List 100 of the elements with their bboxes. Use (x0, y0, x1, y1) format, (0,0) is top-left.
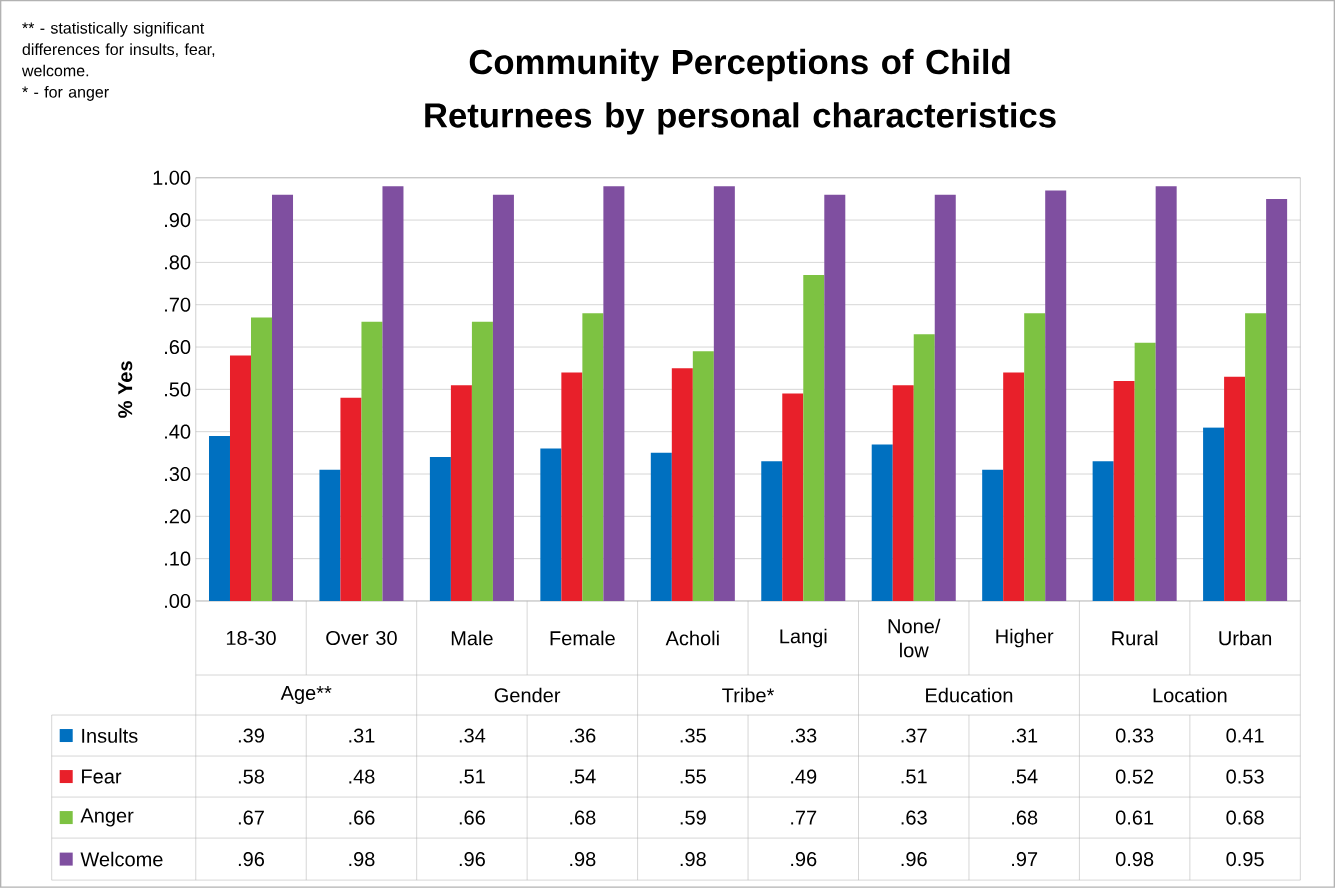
x-tick-label: Higher (996, 628, 1054, 648)
data-label: .68 (570, 810, 596, 825)
x-tick-label: Langi (780, 628, 827, 648)
bar (361, 321, 383, 602)
data-label: .54 (570, 769, 596, 784)
bar (340, 397, 362, 602)
data-label: .63 (901, 810, 927, 825)
data-label: 0.95 (1226, 852, 1264, 867)
data-label: .36 (570, 728, 596, 743)
data-label: .31 (1012, 728, 1038, 743)
bar (272, 194, 294, 602)
bar (934, 194, 956, 602)
legend-label: Fear (82, 769, 122, 784)
bar (1155, 186, 1177, 602)
data-label: .31 (349, 728, 375, 743)
data-label: .66 (349, 810, 375, 825)
data-label: .54 (1012, 769, 1038, 784)
data-label: .51 (459, 769, 485, 784)
bar (1203, 427, 1225, 602)
data-label: .68 (1012, 810, 1038, 825)
bar (1245, 313, 1267, 602)
data-label: .96 (459, 852, 485, 867)
text: * - for anger (22, 86, 109, 102)
data-label: .59 (680, 810, 706, 825)
data-label: .37 (901, 728, 927, 743)
data-label: .96 (238, 852, 265, 867)
bar (208, 436, 230, 602)
data-label: .66 (459, 810, 485, 825)
bar (1224, 376, 1246, 602)
data-label: 0.33 (1115, 728, 1154, 743)
data-label: .98 (680, 852, 706, 867)
bar (871, 444, 893, 602)
text: ** - statistically significant differences for insults, fear, welcome. (21, 22, 215, 77)
y-tick-label: .20 (165, 509, 191, 524)
bar (982, 469, 1004, 602)
data-label: 0.52 (1115, 769, 1154, 784)
data-label: .39 (238, 728, 264, 743)
legend-label: Insults (82, 728, 138, 743)
data-label: 0.53 (1226, 769, 1264, 784)
bar (650, 452, 672, 602)
data-label: .58 (238, 769, 265, 784)
text: Age** (280, 686, 332, 705)
x-tick-label: Over 30 (326, 631, 397, 646)
data-label: .97 (1012, 852, 1038, 867)
legend-label: Welcome (80, 851, 163, 867)
bar (251, 317, 273, 602)
bar (913, 334, 935, 602)
data-label: .33 (791, 728, 817, 743)
data-label: .48 (349, 769, 375, 784)
bar (1045, 190, 1067, 602)
x-tick-label: None/ low (888, 618, 941, 658)
y-tick-label: .60 (165, 340, 191, 355)
bar (540, 448, 562, 602)
bar (1024, 313, 1046, 602)
y-tick-label: .10 (165, 551, 191, 566)
bar (1113, 381, 1135, 602)
text: Gender (494, 687, 561, 703)
bar (1266, 199, 1288, 602)
bar (471, 321, 493, 602)
bar (429, 457, 451, 602)
y-tick-label: 1.00 (153, 170, 191, 185)
bar (450, 385, 472, 602)
data-label: .77 (791, 810, 817, 825)
y-tick-label: .80 (165, 255, 191, 270)
bar (761, 461, 783, 602)
y-tick-label: .40 (165, 424, 191, 439)
x-tick-label: Acholi (665, 630, 719, 646)
data-label: .35 (680, 728, 706, 743)
bar (1092, 461, 1114, 602)
y-tick-label: .90 (165, 213, 191, 228)
bar (603, 186, 625, 602)
bar (824, 194, 846, 602)
bar (561, 372, 583, 602)
bar (582, 313, 604, 602)
y-tick-label: .50 (165, 382, 191, 397)
data-label: .98 (349, 852, 375, 867)
data-label: .96 (901, 852, 927, 867)
bar (1134, 342, 1156, 602)
bar (492, 194, 514, 602)
bar (713, 186, 735, 602)
x-tick-label: 18-30 (226, 631, 276, 646)
chart-title: Community Perceptions of Child Returnees by personal characteristics (425, 48, 1056, 135)
x-tick-label: Rural (1112, 630, 1158, 646)
data-label: 0.98 (1115, 852, 1154, 867)
legend-label: Anger (80, 808, 134, 827)
text: Location (1153, 687, 1227, 703)
bar (319, 469, 341, 602)
text: Education (926, 687, 1013, 703)
data-label: .67 (238, 810, 264, 825)
bar (1003, 372, 1025, 602)
text: Tribe* (722, 687, 775, 703)
y-tick-label: .70 (165, 297, 191, 312)
bar (229, 355, 251, 602)
y-tick-label: .30 (165, 467, 191, 482)
data-label: .49 (791, 769, 817, 784)
data-label: 0.68 (1226, 810, 1264, 825)
x-tick-label: Female (550, 630, 615, 646)
y-axis-title: % Yes (118, 361, 133, 418)
bar (382, 186, 404, 602)
bar (671, 368, 693, 602)
